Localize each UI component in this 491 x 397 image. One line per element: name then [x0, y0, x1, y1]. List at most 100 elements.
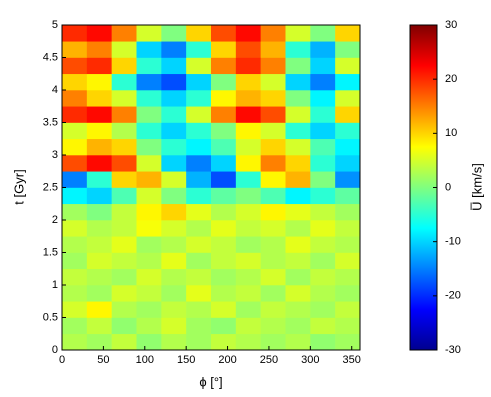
heatmap-cell — [111, 73, 137, 91]
heatmap-cell — [211, 252, 237, 270]
heatmap-cell — [86, 285, 112, 302]
heatmap-cell — [285, 57, 311, 75]
heatmap-cell — [161, 155, 187, 172]
heatmap-cell — [260, 301, 286, 318]
colorbar — [409, 24, 438, 351]
heatmap-cell — [335, 73, 361, 91]
heatmap-cell — [211, 106, 237, 123]
heatmap-cell — [211, 203, 237, 221]
heatmap-cell — [161, 333, 187, 351]
heatmap-cell — [235, 236, 261, 253]
heatmap-cell — [235, 317, 261, 335]
heatmap-cell — [111, 268, 137, 286]
heatmap-cell — [136, 155, 162, 172]
heatmap-cell — [211, 171, 237, 188]
heatmap-cell — [186, 220, 212, 237]
x-tick-label: 0 — [59, 354, 65, 366]
heatmap-cell — [285, 220, 311, 237]
colorbar-label: U̅ [km/s] — [469, 163, 484, 211]
heatmap-cell — [310, 268, 336, 286]
heatmap-cell — [62, 252, 88, 270]
heatmap-cell — [310, 301, 336, 318]
y-axis-label: t [Gyr] — [11, 169, 26, 204]
heatmap-cell — [161, 106, 187, 123]
heatmap-cell — [335, 122, 361, 140]
heatmap-cell — [285, 41, 311, 58]
heatmap-cell — [211, 90, 237, 107]
colorbar-tick-label: 20 — [445, 73, 457, 85]
heatmap-cell — [335, 187, 361, 205]
heatmap-cell — [111, 25, 137, 42]
heatmap-cell — [260, 268, 286, 286]
heatmap-cell — [335, 138, 361, 156]
heatmap-cell — [136, 252, 162, 270]
heatmap-cell — [86, 301, 112, 318]
heatmap-cell — [111, 106, 137, 123]
heatmap-cell — [310, 73, 336, 91]
heatmap-cell — [161, 268, 187, 286]
heatmap-cell — [136, 138, 162, 156]
heatmap-cell — [62, 73, 88, 91]
heatmap-cell — [111, 57, 137, 75]
heatmap-cell — [161, 57, 187, 75]
colorbar-tick-label: -20 — [445, 290, 461, 302]
heatmap-cell — [186, 122, 212, 140]
heatmap-cell — [136, 25, 162, 42]
heatmap-cell — [335, 171, 361, 188]
heatmap-cell — [136, 106, 162, 123]
heatmap-cell — [86, 268, 112, 286]
heatmap-cell — [62, 90, 88, 107]
heatmap-cell — [235, 187, 261, 205]
heatmap-cell — [136, 285, 162, 302]
heatmap-cell — [161, 236, 187, 253]
colorbar-tick-label: 0 — [445, 181, 451, 193]
heatmap-cell — [111, 155, 137, 172]
heatmap-cell — [186, 73, 212, 91]
heatmap-cell — [260, 41, 286, 58]
heatmap-cell — [211, 122, 237, 140]
heatmap-cell — [211, 73, 237, 91]
heatmap-cell — [62, 122, 88, 140]
heatmap-cell — [62, 57, 88, 75]
y-tick-label: 2 — [52, 214, 58, 226]
heatmap-cell — [285, 236, 311, 253]
heatmap-cell — [136, 333, 162, 351]
heatmap-cell — [235, 25, 261, 42]
heatmap-cell — [310, 187, 336, 205]
heatmap-cell — [211, 236, 237, 253]
heatmap-cell — [136, 90, 162, 107]
heatmap-cell — [235, 73, 261, 91]
heatmap-cell — [186, 268, 212, 286]
x-tick-label: 250 — [260, 354, 278, 366]
heatmap-cell — [161, 285, 187, 302]
x-tick-label: 100 — [136, 354, 154, 366]
heatmap-cell — [111, 301, 137, 318]
heatmap-cell — [86, 41, 112, 58]
heatmap-cell — [211, 220, 237, 237]
heatmap-cell — [235, 301, 261, 318]
heatmap-cell — [260, 138, 286, 156]
heatmap-cell — [310, 57, 336, 75]
heatmap-cell — [136, 57, 162, 75]
heatmap-cell — [86, 252, 112, 270]
heatmap-cell — [285, 301, 311, 318]
heatmap-cell — [186, 171, 212, 188]
heatmap-cell — [310, 333, 336, 351]
heatmap-cell — [335, 90, 361, 107]
colorbar-tick-label: -10 — [445, 236, 461, 248]
heatmap-cell — [62, 138, 88, 156]
heatmap-cell — [310, 138, 336, 156]
heatmap-cell — [235, 220, 261, 237]
y-tick-label: 3.5 — [43, 116, 58, 128]
heatmap-cell — [211, 155, 237, 172]
heatmap-cell — [186, 106, 212, 123]
heatmap-cell — [62, 25, 88, 42]
heatmap-cell — [86, 203, 112, 221]
heatmap-cell — [136, 41, 162, 58]
heatmap-cell — [235, 138, 261, 156]
heatmap-cell — [186, 57, 212, 75]
heatmap-cell — [111, 317, 137, 335]
heatmap-cell — [111, 138, 137, 156]
heatmap-cell — [310, 236, 336, 253]
